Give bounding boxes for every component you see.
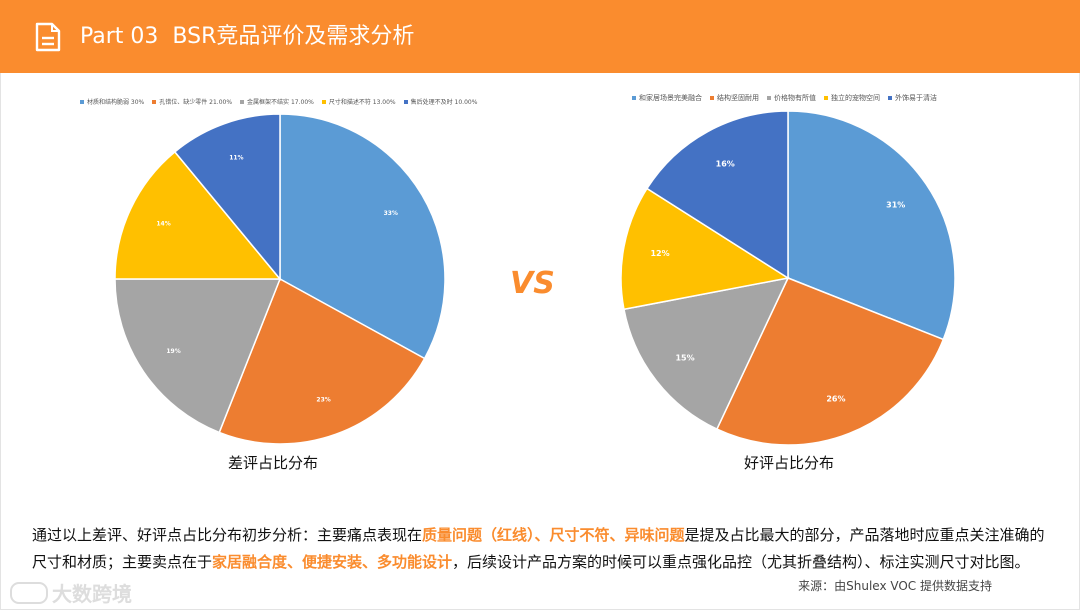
legend-label: 尺寸和描述不符 13.00% <box>328 99 396 106</box>
page-title: Part 03 BSR竞品评价及需求分析 <box>80 24 415 49</box>
legend-label: 材质和结构脆弱 30% <box>87 99 145 106</box>
legend-swatch <box>152 99 157 104</box>
summary-highlight-1: 质量问题（红线）、尺寸不符、异味问题 <box>422 526 685 544</box>
legend-swatch <box>403 99 408 104</box>
legend-label: 外饰易于清洁 <box>895 94 937 102</box>
chart-title-negative: 差评占比分布 <box>228 454 319 472</box>
legend-label: 孔错位、缺少零件 21.00% <box>159 99 233 106</box>
legend-item: 售后处理不及时 10.00% <box>403 97 478 106</box>
pie-value-label: 15% <box>675 353 694 362</box>
summary-text: 通过以上差评、好评点占比分布初步分析：主要痛点表现在质量问题（红线）、尺寸不符、… <box>32 522 1052 576</box>
pie-value-label: 31% <box>886 200 905 209</box>
legend-item: 金属框架不结实 17.00% <box>240 97 314 106</box>
legend-item: 和家居场景完美融合 <box>632 93 702 103</box>
legend-label: 独立的宠物空间 <box>831 94 880 102</box>
pie-slice <box>620 187 791 311</box>
legend-item: 外饰易于清洁 <box>888 93 937 103</box>
pie-value-label: 12% <box>650 249 669 258</box>
document-icon <box>35 22 61 52</box>
watermark-text: 大数跨境 <box>52 582 132 606</box>
legend-swatch <box>80 99 84 104</box>
legend-item: 独立的宠物空间 <box>824 93 880 103</box>
legend-item: 材质和结构脆弱 30% <box>80 97 144 106</box>
legend-negative: 材质和结构脆弱 30% 孔错位、缺少零件 21.00% 金属框架不结实 17.00%… <box>80 97 477 106</box>
chart-title-positive: 好评占比分布 <box>744 454 835 472</box>
legend-label: 售后处理不及时 10.00% <box>410 99 478 106</box>
legend-swatch <box>767 96 771 100</box>
pie-slice <box>623 276 790 431</box>
legend-swatch <box>888 96 892 100</box>
vs-label: VS <box>510 266 555 301</box>
legend-swatch <box>710 96 714 100</box>
pie-value-label: 33% <box>384 210 398 217</box>
pie-slice <box>114 278 282 434</box>
source-note: 来源：由Shulex VOC 提供数据支持 <box>798 579 992 593</box>
legend-positive: 和家居场景完美融合 结构坚固耐用 价格物有所值 独立的宠物空间 外饰易于清洁 <box>632 93 937 103</box>
pie-chart-negative: 33% 23% 19% 14% 11% <box>114 113 446 445</box>
summary-part-2: 是提及占比最大的部分，产品落地时应重点关注准确的尺寸和材质；主要卖点在于 <box>32 526 1045 571</box>
pie-value-label: 26% <box>826 395 845 404</box>
pie-slice <box>645 110 789 280</box>
summary-part-3: ，后续设计产品方案的时候可以重点强化品控（尤其折叠结构）、标注实测尺寸对比图。 <box>452 553 1030 571</box>
pie-value-label: 11% <box>229 154 243 161</box>
legend-label: 金属框架不结实 17.00% <box>247 99 314 106</box>
pie-value-label: 14% <box>156 221 170 228</box>
legend-item: 孔错位、缺少零件 21.00% <box>152 97 232 106</box>
legend-item: 结构坚固耐用 <box>710 93 759 103</box>
pie-slice <box>279 113 446 360</box>
summary-highlight-2: 家居融合度、便捷安装、多功能设计 <box>212 553 453 571</box>
legend-label: 价格物有所值 <box>774 94 816 102</box>
legend-item: 尺寸和描述不符 13.00% <box>321 97 396 106</box>
pie-value-label: 16% <box>716 159 735 168</box>
pie-slice <box>218 277 426 445</box>
legend-label: 和家居场景完美融合 <box>639 94 702 102</box>
watermark: 大数跨境 <box>10 578 132 607</box>
legend-label: 结构坚固耐用 <box>717 94 759 102</box>
legend-swatch <box>321 99 326 104</box>
pie-slice <box>787 110 956 341</box>
header-bar: Part 03 BSR竞品评价及需求分析 <box>0 0 1080 73</box>
pie-slice <box>114 150 282 280</box>
pie-chart-positive: 31% 26% 15% 12% 16% <box>620 110 956 446</box>
watermark-logo-icon <box>10 581 48 604</box>
pie-slice <box>715 277 945 446</box>
legend-swatch <box>240 99 245 104</box>
pie-value-label: 23% <box>316 397 330 404</box>
pie-value-label: 19% <box>166 348 180 355</box>
legend-swatch <box>824 96 828 100</box>
summary-part-1: 通过以上差评、好评点占比分布初步分析：主要痛点表现在 <box>32 526 423 544</box>
pie-slice <box>173 113 281 282</box>
legend-item: 价格物有所值 <box>767 93 816 103</box>
legend-swatch <box>632 96 636 100</box>
